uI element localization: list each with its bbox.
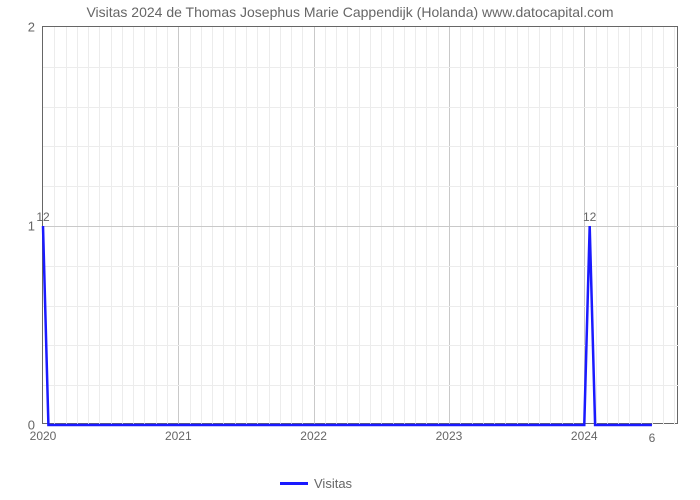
point-label: 12 (583, 210, 596, 224)
plot-area: 0122020202120222023202412126 (42, 26, 678, 424)
point-label: 12 (36, 210, 49, 224)
chart-title: Visitas 2024 de Thomas Josephus Marie Ca… (0, 4, 700, 20)
y-tick-label: 2 (28, 20, 43, 35)
legend: Visitas (280, 476, 352, 491)
legend-label: Visitas (314, 476, 352, 491)
point-label: 6 (649, 431, 656, 445)
legend-swatch (280, 482, 308, 485)
series-line (43, 27, 679, 425)
chart-root: Visitas 2024 de Thomas Josephus Marie Ca… (0, 0, 700, 500)
